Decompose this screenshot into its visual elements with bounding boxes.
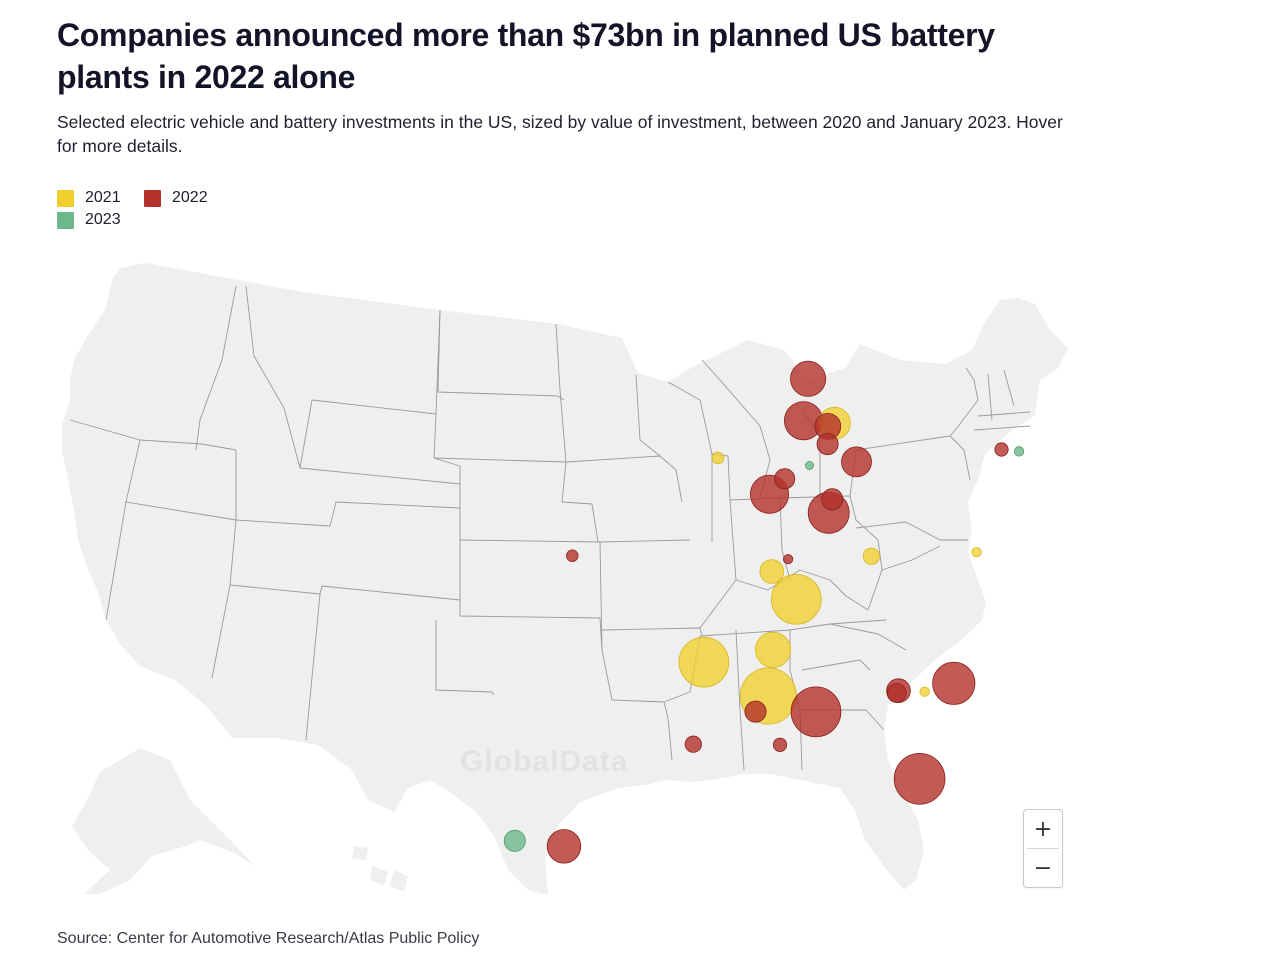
legend-label-2021: 2021 [85, 189, 121, 206]
investment-bubble-2021[interactable] [759, 559, 785, 584]
legend-swatch-2021 [57, 189, 74, 207]
investment-bubble-2023[interactable] [1013, 446, 1025, 457]
zoom-divider [1027, 848, 1059, 849]
legend-item-2023[interactable]: 2023 [57, 211, 121, 229]
zoom-control: + − [1023, 809, 1063, 888]
zoom-in-button[interactable]: + [1024, 810, 1062, 848]
investment-bubble-2022[interactable] [821, 488, 844, 511]
investment-bubble-2021[interactable] [770, 573, 822, 625]
investment-bubble-2022[interactable] [932, 661, 976, 705]
investment-bubble-2022[interactable] [841, 446, 872, 478]
investment-bubble-2022[interactable] [684, 735, 702, 753]
legend-item-2022[interactable]: 2022 [144, 189, 208, 207]
investment-bubble-2021[interactable] [678, 636, 730, 688]
investment-bubble-2022[interactable] [994, 442, 1009, 457]
investment-bubble-2023[interactable] [805, 460, 815, 470]
investment-bubble-2022[interactable] [774, 468, 796, 490]
legend-label-2023: 2023 [85, 211, 121, 228]
investment-bubbles [503, 360, 1025, 864]
chart-title: Companies announced more than $73bn in p… [57, 17, 995, 95]
source-note: Source: Center for Automotive Research/A… [57, 930, 480, 947]
alaska-shape [72, 748, 255, 894]
investment-bubble-2021[interactable] [862, 547, 881, 565]
investment-bubble-2021[interactable] [971, 547, 982, 558]
investment-bubble-2022[interactable] [782, 554, 794, 565]
investment-bubble-2022[interactable] [886, 683, 907, 703]
investment-bubble-2023[interactable] [503, 829, 526, 852]
investment-bubble-2022[interactable] [772, 737, 788, 752]
investment-bubble-2022[interactable] [893, 752, 946, 805]
chart-subtitle: Selected electric vehicle and battery in… [57, 112, 1063, 156]
legend-label-2022: 2022 [172, 189, 208, 206]
watermark: GlobalData [460, 745, 629, 778]
investment-bubble-2022[interactable] [790, 360, 827, 397]
investment-bubble-2022[interactable] [790, 686, 842, 738]
zoom-out-button[interactable]: − [1024, 849, 1062, 887]
investment-bubble-2022[interactable] [566, 549, 579, 562]
investment-bubble-2021[interactable] [755, 631, 792, 668]
investment-bubble-2022[interactable] [546, 829, 582, 864]
investment-bubble-2021[interactable] [711, 451, 725, 465]
investment-bubble-2021[interactable] [919, 686, 930, 697]
investment-bubble-2022[interactable] [816, 433, 839, 456]
us-map[interactable]: GlobalData [0, 240, 1280, 920]
state-borders [69, 285, 1031, 771]
legend-swatch-2023 [57, 211, 74, 229]
legend-item-2021[interactable]: 2021 [57, 189, 121, 207]
investment-bubble-2022[interactable] [744, 700, 767, 723]
legend-swatch-2022 [144, 189, 161, 207]
hawaii-shape [352, 846, 408, 892]
